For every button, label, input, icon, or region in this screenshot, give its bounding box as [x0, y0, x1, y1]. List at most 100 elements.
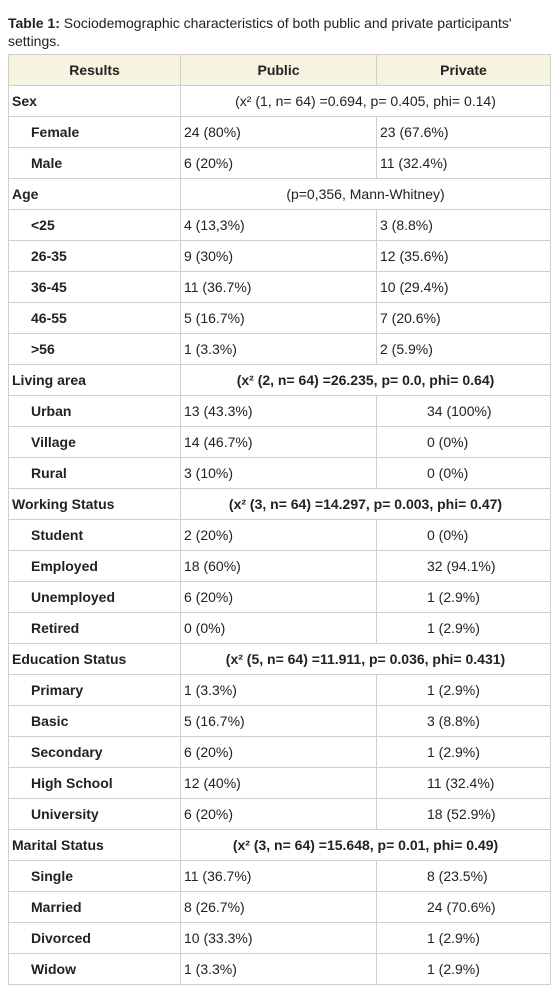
public-cell: 5 (16.7%)	[180, 705, 377, 737]
private-cell: 3 (8.8%)	[376, 705, 551, 737]
group-label: Sex	[8, 85, 181, 117]
private-cell: 0 (0%)	[376, 426, 551, 458]
group-label: Working Status	[8, 488, 181, 520]
public-cell: 6 (20%)	[180, 798, 377, 830]
private-cell: 1 (2.9%)	[376, 612, 551, 644]
public-cell: 4 (13,3%)	[180, 209, 377, 241]
row-label: Divorced	[8, 922, 181, 954]
data-row: 26-35 9 (30%) 12 (35.6%)	[8, 240, 551, 272]
group-stat: (x² (5, n= 64) =11.911, p= 0.036, phi= 0…	[180, 643, 551, 675]
table-body: Sex (x² (1, n= 64) =0.694, p= 0.405, phi=…	[8, 85, 551, 985]
public-cell: 3 (10%)	[180, 457, 377, 489]
private-cell: 0 (0%)	[376, 457, 551, 489]
public-cell: 0 (0%)	[180, 612, 377, 644]
data-row: 36-45 11 (36.7%) 10 (29.4%)	[8, 271, 551, 303]
data-row: Basic 5 (16.7%) 3 (8.8%)	[8, 705, 551, 737]
data-row: Rural 3 (10%) 0 (0%)	[8, 457, 551, 489]
public-cell: 10 (33.3%)	[180, 922, 377, 954]
row-label: 36-45	[8, 271, 181, 303]
row-label: <25	[8, 209, 181, 241]
data-row: Unemployed 6 (20%) 1 (2.9%)	[8, 581, 551, 613]
private-cell: 7 (20.6%)	[376, 302, 551, 334]
private-cell: 32 (94.1%)	[376, 550, 551, 582]
data-row: Employed 18 (60%) 32 (94.1%)	[8, 550, 551, 582]
public-cell: 24 (80%)	[180, 116, 377, 148]
group-label: Age	[8, 178, 181, 210]
group-row: Marital Status (x² (3, n= 64) =15.648, p=…	[8, 829, 551, 861]
caption-text: Sociodemographic characteristics of both…	[8, 15, 512, 49]
row-label: Rural	[8, 457, 181, 489]
group-label: Living area	[8, 364, 181, 396]
private-cell: 2 (5.9%)	[376, 333, 551, 365]
private-cell: 18 (52.9%)	[376, 798, 551, 830]
public-cell: 13 (43.3%)	[180, 395, 377, 427]
private-cell: 1 (2.9%)	[376, 581, 551, 613]
data-row: Village 14 (46.7%) 0 (0%)	[8, 426, 551, 458]
data-row: 46-55 5 (16.7%) 7 (20.6%)	[8, 302, 551, 334]
public-cell: 1 (3.3%)	[180, 674, 377, 706]
data-row: Widow 1 (3.3%) 1 (2.9%)	[8, 953, 551, 985]
group-row: Living area (x² (2, n= 64) =26.235, p= 0.…	[8, 364, 551, 396]
private-cell: 10 (29.4%)	[376, 271, 551, 303]
private-cell: 8 (23.5%)	[376, 860, 551, 892]
row-label: Employed	[8, 550, 181, 582]
group-row: Age (p=0,356, Mann-Whitney)	[8, 178, 551, 210]
public-cell: 11 (36.7%)	[180, 860, 377, 892]
private-cell: 23 (67.6%)	[376, 116, 551, 148]
group-stat: (x² (3, n= 64) =15.648, p= 0.01, phi= 0.…	[180, 829, 551, 861]
public-cell: 6 (20%)	[180, 581, 377, 613]
data-row: University 6 (20%) 18 (52.9%)	[8, 798, 551, 830]
public-cell: 9 (30%)	[180, 240, 377, 272]
header-cell: Private	[376, 54, 551, 86]
public-cell: 14 (46.7%)	[180, 426, 377, 458]
private-cell: 1 (2.9%)	[376, 953, 551, 985]
row-label: Secondary	[8, 736, 181, 768]
group-stat: (p=0,356, Mann-Whitney)	[180, 178, 551, 210]
public-cell: 11 (36.7%)	[180, 271, 377, 303]
row-label: Basic	[8, 705, 181, 737]
group-stat: (x² (2, n= 64) =26.235, p= 0.0, phi= 0.6…	[180, 364, 551, 396]
row-label: University	[8, 798, 181, 830]
public-cell: 6 (20%)	[180, 736, 377, 768]
row-label: Primary	[8, 674, 181, 706]
public-cell: 12 (40%)	[180, 767, 377, 799]
row-label: Unemployed	[8, 581, 181, 613]
row-label: Urban	[8, 395, 181, 427]
private-cell: 11 (32.4%)	[376, 767, 551, 799]
header-cell: Public	[180, 54, 377, 86]
table: Results Public Private Sex (x² (1, n= 64)…	[8, 54, 551, 985]
data-row: Retired 0 (0%) 1 (2.9%)	[8, 612, 551, 644]
caption: Table 1: Sociodemographic characteristic…	[8, 14, 553, 50]
public-cell: 1 (3.3%)	[180, 333, 377, 365]
private-cell: 12 (35.6%)	[376, 240, 551, 272]
private-cell: 3 (8.8%)	[376, 209, 551, 241]
row-label: Widow	[8, 953, 181, 985]
row-label: 46-55	[8, 302, 181, 334]
group-stat: (x² (1, n= 64) =0.694, p= 0.405, phi= 0.…	[180, 85, 551, 117]
data-row: Divorced 10 (33.3%) 1 (2.9%)	[8, 922, 551, 954]
group-row: Sex (x² (1, n= 64) =0.694, p= 0.405, phi=…	[8, 85, 551, 117]
data-row: >56 1 (3.3%) 2 (5.9%)	[8, 333, 551, 365]
public-cell: 6 (20%)	[180, 147, 377, 179]
row-label: Married	[8, 891, 181, 923]
group-stat: (x² (3, n= 64) =14.297, p= 0.003, phi= 0…	[180, 488, 551, 520]
group-label: Education Status	[8, 643, 181, 675]
header-cell: Results	[8, 54, 181, 86]
data-row: Male 6 (20%) 11 (32.4%)	[8, 147, 551, 179]
header-row: Results Public Private	[8, 54, 551, 86]
data-row: Single 11 (36.7%) 8 (23.5%)	[8, 860, 551, 892]
caption-label: Table 1:	[8, 15, 60, 31]
public-cell: 2 (20%)	[180, 519, 377, 551]
private-cell: 0 (0%)	[376, 519, 551, 551]
data-row: Secondary 6 (20%) 1 (2.9%)	[8, 736, 551, 768]
row-label: Student	[8, 519, 181, 551]
data-row: Primary 1 (3.3%) 1 (2.9%)	[8, 674, 551, 706]
data-row: High School 12 (40%) 11 (32.4%)	[8, 767, 551, 799]
group-row: Education Status (x² (5, n= 64) =11.911, …	[8, 643, 551, 675]
private-cell: 1 (2.9%)	[376, 674, 551, 706]
public-cell: 8 (26.7%)	[180, 891, 377, 923]
private-cell: 11 (32.4%)	[376, 147, 551, 179]
public-cell: 1 (3.3%)	[180, 953, 377, 985]
row-label: Male	[8, 147, 181, 179]
